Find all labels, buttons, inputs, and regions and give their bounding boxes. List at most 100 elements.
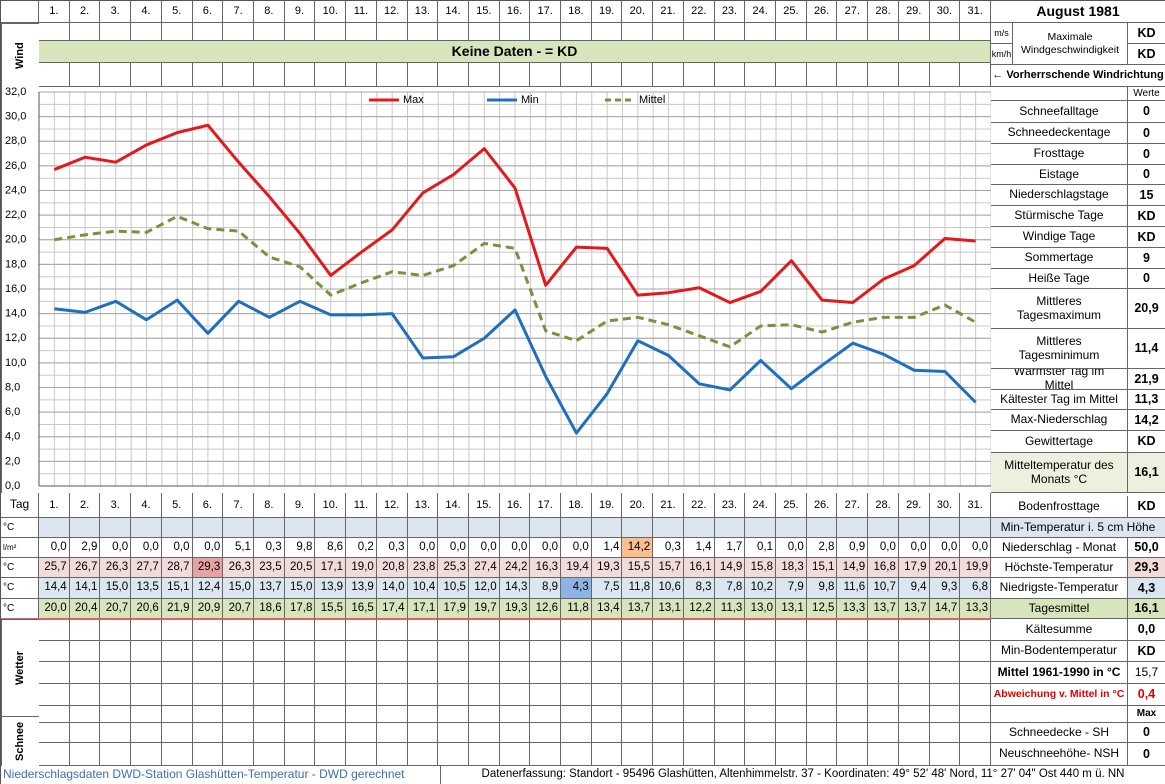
max-cell: 27,7 [131,558,162,578]
empty-cell [653,662,684,684]
unit-label: l/m² [1,538,39,558]
min-cell: 15,0 [223,578,254,599]
empty-cell [499,723,531,743]
precip-cell: 0,0 [39,538,70,558]
empty-cell [69,706,101,723]
empty-cell [561,743,592,766]
empty-cell [991,706,1128,723]
empty-cell [683,706,715,723]
empty-cell [683,684,715,706]
empty-cell [868,723,899,743]
max-cell: 16,3 [530,558,562,578]
empty-cell [499,684,531,706]
empty-cell [898,63,930,87]
empty-cell [192,662,224,684]
empty-cell [806,641,838,662]
min-cell: 13,9 [346,578,377,599]
wind-label: Maximale Windgeschwindigkeit [1013,23,1128,65]
empty-cell [868,518,899,538]
mean-cell: 15,5 [315,599,347,619]
empty-cell [468,743,500,766]
mean-cell: 13,3 [837,599,869,619]
precip-cell: 0,0 [868,538,899,558]
empty-cell [806,63,838,87]
precip-cell: 0,0 [929,538,961,558]
empty-cell [530,684,562,706]
precip-cell: 8,6 [315,538,347,558]
empty-cell [714,23,746,41]
empty-cell [315,662,347,684]
stat-label: Sommertage [991,248,1128,269]
day-header: 6. [192,1,224,23]
empty-cell [499,619,531,641]
empty-cell [714,706,746,723]
mean-cell: 13,1 [776,599,807,619]
empty-cell [806,518,838,538]
empty-cell [100,63,132,87]
empty-cell [407,641,439,662]
empty-cell [591,743,623,766]
max-cell: 16,8 [868,558,899,578]
empty-cell [622,662,654,684]
day-header: 14. [438,493,469,518]
day-header: 17. [530,493,562,518]
empty-cell [683,63,715,87]
empty-cell [100,662,132,684]
mean-cell: 11,8 [561,599,592,619]
empty-cell [192,619,224,641]
empty-cell [131,619,162,641]
min-cell: 4,3 [561,578,592,599]
day-header: 30. [929,1,961,23]
max-cell: 18,3 [776,558,807,578]
empty-cell [868,641,899,662]
y-tick-label: 16,0 [5,283,26,295]
empty-cell [898,23,930,41]
empty-cell [591,518,623,538]
wind-unit: km/h [991,44,1013,65]
summary-value: 4,3 [1128,578,1165,599]
day-header: 9. [284,1,316,23]
empty-cell [561,63,592,87]
empty-cell [346,662,377,684]
empty-cell [806,723,838,743]
empty-cell [161,63,193,87]
empty-cell [376,662,408,684]
empty-cell [960,662,991,684]
day-header: 2. [69,493,101,518]
day-header: 3. [100,493,132,518]
summary-label: Schneedecke - SH [991,723,1128,743]
empty-cell [776,723,807,743]
min-cell: 12,4 [192,578,224,599]
empty-cell [898,743,930,766]
empty-cell [438,684,469,706]
mean-cell: 13,3 [960,599,991,619]
empty-cell [714,723,746,743]
empty-cell [622,518,654,538]
summary-value: 0,0 [1128,619,1165,641]
empty-cell [284,706,316,723]
empty-cell [69,641,101,662]
empty-cell [714,63,746,87]
stat-value: 0 [1128,165,1165,185]
empty-cell [499,518,531,538]
stat-label: Mittleres Tagesmaximum [991,289,1128,329]
empty-cell [929,23,961,41]
empty-cell [714,641,746,662]
min-cell: 13,9 [315,578,347,599]
empty-cell [561,662,592,684]
max-cell: 23,8 [407,558,439,578]
empty-cell [591,619,623,641]
legend-label: Mittel [639,94,665,106]
summary-value: KD [1128,496,1165,518]
stat-label: Frosttage [991,144,1128,165]
mean-cell: 21,9 [161,599,193,619]
empty-cell [591,723,623,743]
stat-value: 0 [1128,123,1165,144]
empty-cell [253,518,285,538]
empty-cell [622,63,654,87]
empty-cell [376,619,408,641]
day-header: 27. [837,493,869,518]
y-tick-label: 14,0 [5,308,26,320]
empty-cell [561,518,592,538]
min-cell: 15,1 [161,578,193,599]
